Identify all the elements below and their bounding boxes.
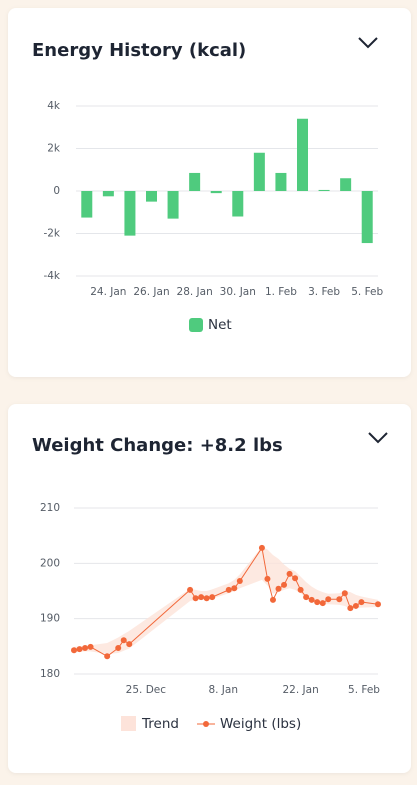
weight-point (198, 594, 205, 601)
card-title: Weight Change: +8.2 lbs (32, 435, 283, 456)
bar (189, 172, 201, 191)
weight-point (286, 570, 293, 577)
y-tick-label: 4k (47, 100, 61, 112)
y-tick-label: 190 (40, 613, 60, 625)
weight-point (352, 602, 359, 609)
weight-point (297, 586, 304, 593)
x-tick-label: 25. Dec (126, 684, 167, 696)
x-tick-label: 30. Jan (220, 286, 256, 298)
y-tick-label: 210 (40, 502, 60, 514)
weight-point (292, 575, 299, 582)
weight-point (358, 599, 365, 606)
weight-point (264, 575, 271, 582)
card-title: Energy History (kcal) (32, 40, 246, 61)
x-tick-label: 5. Feb (351, 286, 383, 298)
bar (340, 178, 352, 191)
weight-point (303, 594, 310, 601)
y-tick-label: -4k (43, 270, 60, 282)
bar (318, 189, 330, 191)
weight-point (336, 596, 343, 603)
legend-label: Weight (lbs) (220, 716, 301, 732)
card (8, 404, 411, 773)
legend-label: Net (208, 317, 232, 333)
weight-point (82, 644, 89, 651)
card (8, 8, 411, 377)
bar (275, 172, 287, 191)
bar (167, 191, 179, 219)
x-tick-label: 1. Feb (265, 286, 297, 298)
legend-label: Trend (141, 716, 179, 732)
weight-point (325, 596, 332, 603)
weight-point (281, 581, 288, 588)
bar (81, 191, 93, 218)
bar (361, 191, 373, 244)
legend-dot (203, 721, 209, 727)
weight-point (347, 605, 354, 612)
x-tick-label: 8. Jan (208, 684, 238, 696)
collapse-chevron[interactable] (368, 432, 388, 444)
weight-point (258, 544, 265, 551)
collapse-chevron[interactable] (358, 37, 378, 49)
x-tick-label: 5. Feb (348, 684, 380, 696)
weight-point (236, 578, 243, 585)
weight-point (231, 585, 238, 592)
weight-point (192, 595, 199, 602)
y-tick-label: 2k (47, 143, 61, 155)
trend-band (74, 546, 378, 655)
weight-point (120, 637, 127, 644)
x-tick-label: 24. Jan (90, 286, 126, 298)
legend-swatch (121, 716, 136, 731)
weight-point (71, 647, 77, 654)
weight-point (275, 585, 282, 592)
weight-point (319, 600, 326, 607)
weight-point (314, 599, 321, 606)
weight-point (341, 590, 348, 597)
y-tick-label: 200 (40, 557, 60, 569)
weight-point (375, 601, 381, 608)
weight-point (187, 586, 194, 593)
y-tick-label: 180 (40, 668, 60, 680)
weight-point (87, 643, 94, 650)
x-tick-label: 26. Jan (133, 286, 169, 298)
weight-point (225, 586, 232, 593)
x-tick-label: 22. Jan (283, 684, 319, 696)
legend-swatch (189, 318, 203, 332)
weight-point (104, 653, 111, 660)
bar (297, 118, 308, 191)
x-tick-label: 3. Feb (308, 286, 340, 298)
bar (232, 191, 244, 217)
weight-point (126, 641, 133, 648)
weight-point (209, 594, 216, 601)
bar (253, 152, 265, 191)
y-tick-label: -2k (43, 228, 60, 240)
bar (102, 191, 114, 197)
bar (124, 191, 136, 236)
weight-point (115, 644, 122, 651)
bar (210, 191, 222, 194)
weight-point (203, 595, 210, 602)
y-tick-label: 0 (53, 185, 60, 197)
weight-point (308, 596, 315, 603)
x-tick-label: 28. Jan (177, 286, 213, 298)
weight-point (269, 596, 276, 603)
weight-point (76, 646, 83, 653)
bar (146, 191, 157, 202)
